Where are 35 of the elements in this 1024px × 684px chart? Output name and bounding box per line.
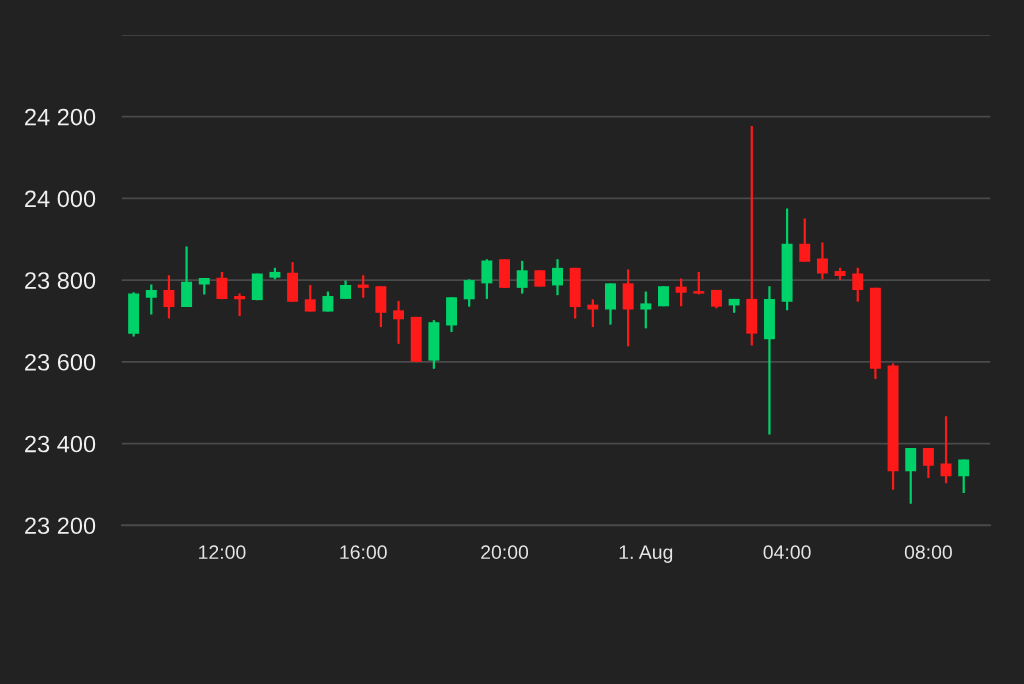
candlestick	[322, 290, 334, 313]
candlestick	[234, 292, 246, 318]
x-tick-label: 04:00	[763, 545, 811, 560]
candlestick	[216, 270, 228, 301]
candlestick	[852, 266, 864, 303]
candlestick	[675, 277, 687, 308]
x-tick-label: 08:00	[904, 545, 952, 560]
candlestick	[922, 446, 934, 480]
x-tick-label: 16:00	[340, 545, 387, 560]
candlestick	[357, 274, 369, 299]
y-tick-label: 23 600	[25, 353, 96, 371]
candlestick	[340, 279, 352, 301]
candlestick	[587, 298, 599, 329]
candlestick	[552, 258, 563, 297]
candlestick	[145, 283, 157, 316]
candlestick	[958, 458, 970, 495]
y-tick-label: 23 200	[25, 517, 96, 535]
candlestick	[799, 217, 811, 263]
candlestick	[940, 415, 952, 485]
y-tick-label: 23 400	[25, 435, 96, 453]
candlestick	[905, 446, 917, 505]
candlestick	[393, 299, 405, 345]
y-tick-label: 24 000	[25, 190, 96, 208]
candlestick	[463, 278, 475, 308]
candlestick	[516, 259, 528, 295]
candlestick	[481, 258, 493, 301]
x-tick-label: 20:00	[481, 545, 529, 560]
y-tick-label: 23 800	[25, 272, 96, 289]
candlestick	[640, 290, 652, 330]
x-tick-label: 12:00	[199, 545, 246, 560]
candlestick	[163, 274, 175, 320]
candlestick	[816, 241, 828, 281]
y-tick-label: 24 200	[25, 108, 96, 126]
x-tick-label: 1. Aug	[619, 545, 673, 563]
candlestick	[304, 283, 316, 313]
